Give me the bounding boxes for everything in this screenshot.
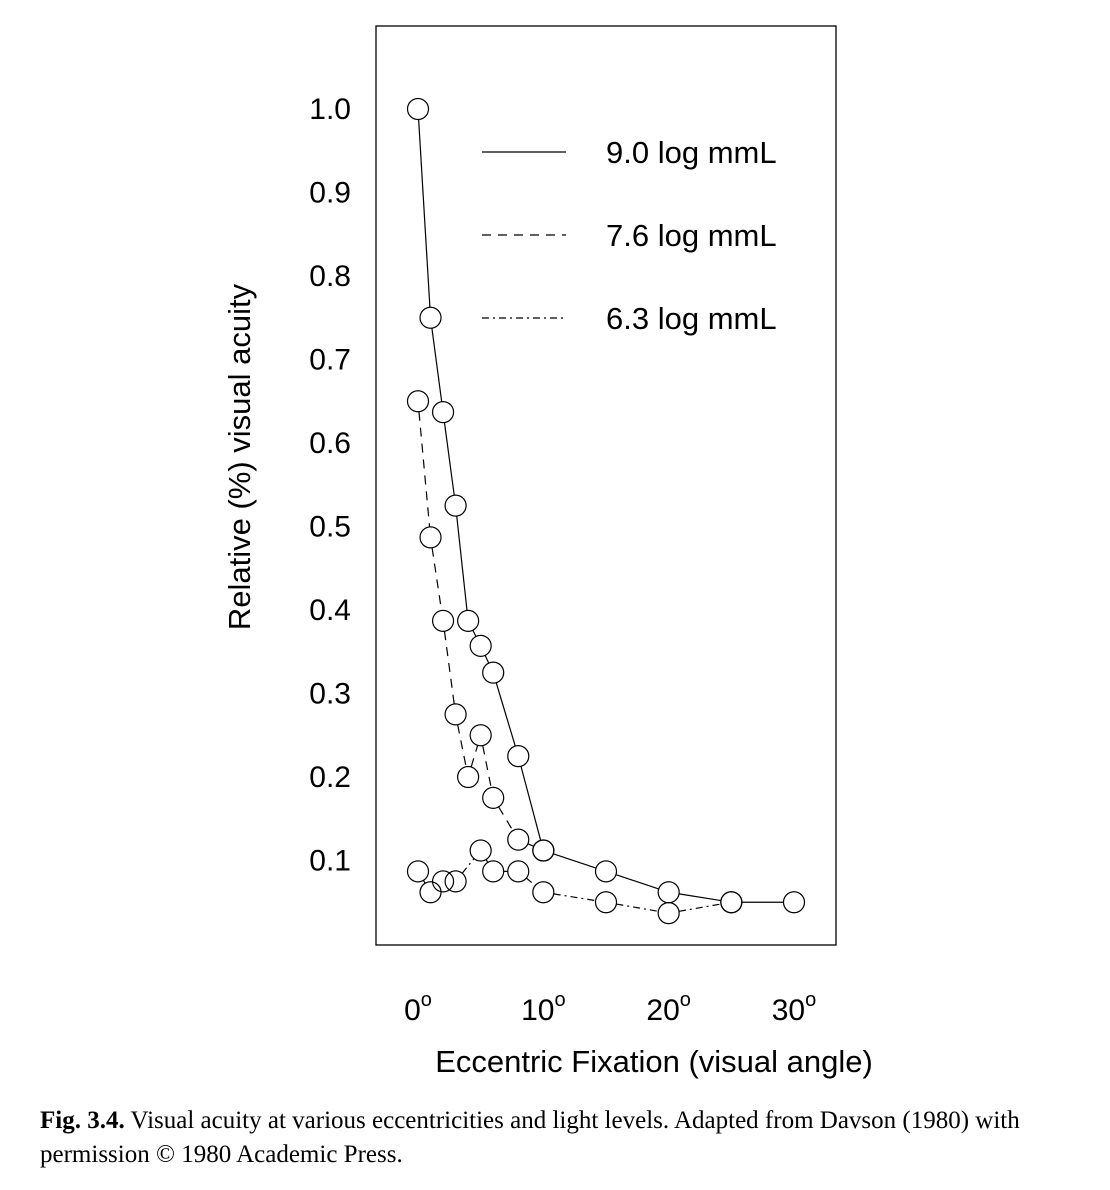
data-point-marker [419, 881, 442, 904]
data-point-marker [507, 860, 530, 883]
data-point-marker [594, 891, 618, 914]
series-line-segment [457, 724, 467, 767]
x-axis-title: Eccentric Fixation (visual angle) [435, 1044, 873, 1079]
y-tick-label: 0.9 [309, 177, 351, 210]
y-tick-label: 0.1 [309, 845, 351, 878]
series-line-segment [553, 893, 596, 902]
data-point-marker [594, 860, 618, 883]
series-line-segment [472, 629, 477, 637]
x-tick-value: 30 [772, 994, 805, 1027]
legend-label: 7.6 log mmL [606, 218, 777, 253]
series-line-segment [470, 745, 479, 768]
caption-text: Visual acuity at various eccentricities … [40, 1107, 1020, 1168]
x-tick-degree: o [421, 989, 432, 1011]
series-line-segment [525, 877, 536, 886]
data-point-marker [406, 97, 430, 121]
data-point-marker [444, 494, 467, 517]
data-point-marker [406, 860, 430, 883]
data-point-marker [657, 902, 680, 925]
data-point-marker [482, 786, 505, 809]
x-tick-value: 20 [646, 994, 679, 1027]
series-line-segment [461, 858, 475, 874]
y-tick-label: 1.0 [309, 93, 351, 126]
y-tick-label: 0.2 [309, 761, 351, 794]
y-tick-label: 0.4 [309, 594, 351, 627]
series-line-segment [482, 745, 492, 788]
figure-caption: Fig. 3.4. Visual acuity at various eccen… [40, 1104, 1100, 1172]
series-layer [406, 97, 806, 925]
x-tick-labels: 0o 10o 20o 30o [404, 989, 816, 1027]
x-tick-label: 30o [772, 989, 817, 1027]
x-tick-value: 10 [521, 994, 554, 1027]
x-tick-degree: o [805, 989, 816, 1011]
series-2 [406, 390, 555, 862]
x-tick-degree: o [680, 989, 691, 1011]
data-point-marker [431, 401, 455, 424]
series-line-segment [484, 655, 490, 664]
data-point-marker [431, 609, 455, 632]
legend: 9.0 log mmL 7.6 log mmL 6.3 log mmL [482, 135, 777, 336]
series-3 [406, 839, 743, 925]
data-point-marker [532, 881, 555, 904]
data-point-marker [457, 765, 480, 789]
data-point-marker [444, 870, 467, 893]
y-axis-title: Relative (%) visual acuity [222, 283, 257, 630]
series-line-segment [616, 903, 659, 912]
series-line-segment [520, 766, 542, 841]
data-point-marker [720, 891, 743, 914]
data-point-marker [782, 891, 806, 914]
y-tick-labels: 0.1 0.2 0.3 0.4 0.5 0.6 0.7 0.8 0.9 1.0 [309, 93, 351, 878]
data-point-marker [419, 306, 442, 329]
series-line-segment [527, 843, 534, 847]
series-line-segment [443, 631, 455, 705]
data-point-marker [469, 724, 492, 747]
data-point-marker [532, 839, 555, 862]
x-tick-value: 0 [404, 994, 421, 1027]
y-tick-label: 0.3 [309, 678, 351, 711]
chart: 0.10.20.30.40.50.60.70.80.91.0 0o 10o 20o 3… [222, 25, 873, 1079]
series-line-segment [678, 893, 722, 902]
series-line-segment [678, 903, 722, 912]
data-point-marker [657, 881, 680, 904]
series-line-segment [443, 422, 455, 496]
series-line-segment [615, 874, 659, 890]
x-tick-degree: o [554, 989, 565, 1011]
series-line-segment [418, 411, 431, 527]
data-point-marker [469, 634, 492, 658]
series-line-segment [418, 119, 431, 308]
data-point-marker [431, 870, 455, 893]
y-tick-label: 0.8 [309, 260, 351, 293]
data-point-marker [482, 661, 505, 684]
x-tick-label: 10o [521, 989, 566, 1027]
data-point-marker [507, 745, 530, 768]
data-point-marker [507, 828, 530, 851]
series-line-segment [456, 515, 468, 611]
data-point-marker [419, 526, 442, 549]
plot-frame [375, 25, 837, 946]
series-line-segment [498, 806, 514, 831]
y-tick-label: 0.5 [309, 511, 351, 544]
legend-label: 6.3 log mmL [606, 301, 777, 336]
data-point-marker [457, 609, 480, 632]
series-line-segment [431, 547, 443, 611]
x-tick-label: 0o [404, 989, 432, 1027]
legend-label: 9.0 log mmL [606, 135, 777, 170]
y-tick-label: 0.6 [309, 427, 351, 460]
data-point-marker [469, 839, 492, 862]
caption-label: Fig. 3.4. [40, 1107, 125, 1134]
data-point-marker [444, 703, 467, 726]
data-point-marker [482, 860, 505, 883]
series-line-segment [495, 682, 516, 747]
data-point-marker [406, 390, 430, 413]
series-line-segment [553, 853, 597, 869]
x-tick-label: 20o [646, 989, 691, 1027]
y-tick-label: 0.7 [309, 344, 351, 377]
series-line-segment [431, 328, 443, 402]
